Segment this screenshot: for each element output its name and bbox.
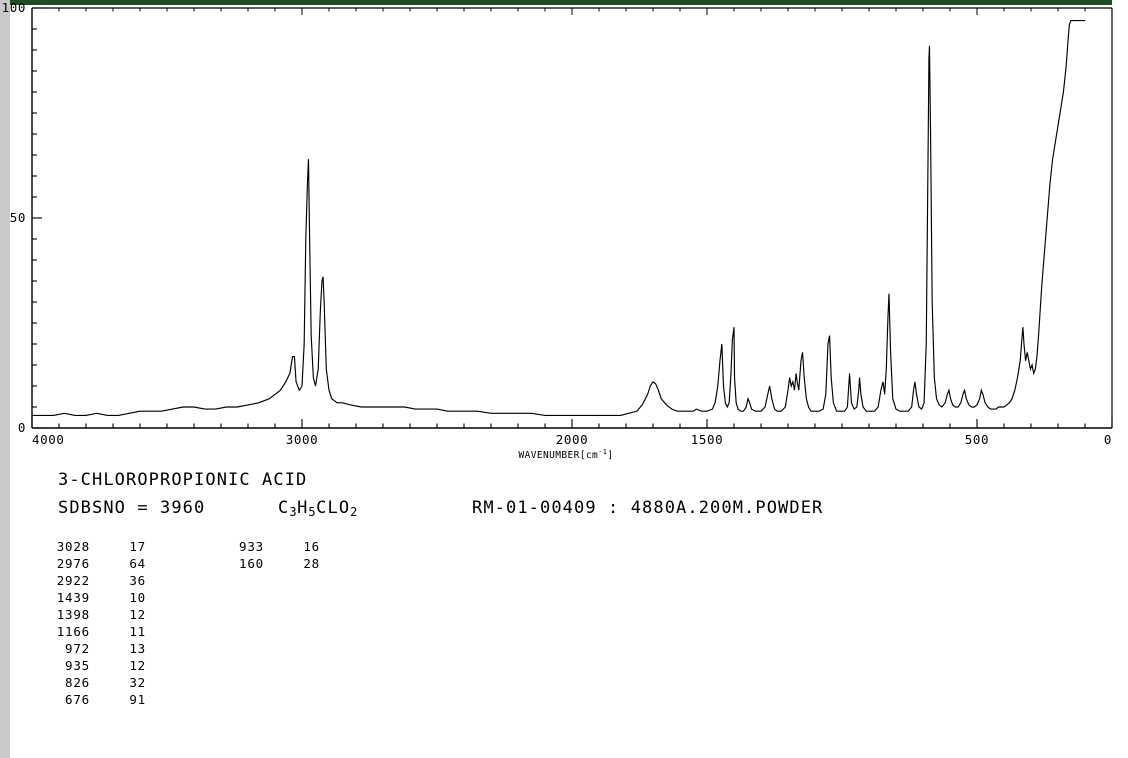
spectrum-svg: 4000 3000 2000 1500 500 0 0 50 100 WAVENUMBER[cm… xyxy=(2,0,1113,461)
peak-wavenumber: 1398 xyxy=(56,607,90,622)
spectrum-trace xyxy=(32,20,1085,416)
peak-intensity: 36 xyxy=(129,573,146,588)
tick-marks xyxy=(31,7,1113,429)
peak-intensity: 17 xyxy=(129,539,146,554)
axis-label-bracket-open: [ xyxy=(580,450,586,461)
peak-intensity: 28 xyxy=(303,556,320,571)
peak-table-column-2: 933 16 160 28 xyxy=(218,539,320,574)
peak-wavenumber: 826 xyxy=(65,675,90,690)
peak-row: 676 91 xyxy=(44,692,146,710)
x-tick-label: 3000 xyxy=(286,432,319,447)
peak-wavenumber: 3028 xyxy=(56,539,90,554)
spectrum-plot: 4000 3000 2000 1500 500 0 0 50 100 WAVENUMBER[cm… xyxy=(2,0,1113,461)
formula-subscript-2: 2 xyxy=(350,505,358,519)
sdbs-number: SDBSNO = 3960 xyxy=(58,498,206,518)
peak-wavenumber: 933 xyxy=(239,539,264,554)
peak-wavenumber: 972 xyxy=(65,641,90,656)
peak-row: 826 32 xyxy=(44,675,146,693)
peak-row: 160 28 xyxy=(218,556,320,574)
peak-row: 1166 11 xyxy=(44,624,146,642)
peak-intensity: 12 xyxy=(129,658,146,673)
peak-row: 972 13 xyxy=(44,641,146,659)
peak-table-column-1: 3028 17 2976 64 2922 36 1439 10 1398 12 1166 11 972 1… xyxy=(44,539,146,710)
x-axis-label: WAVENUMBER[cm-1] xyxy=(519,448,614,461)
y-tick-label: 100 xyxy=(2,0,26,15)
axis-label-cm: cm xyxy=(586,450,598,461)
metadata-block: 3-CHLOROPROPIONIC ACID SDBSNO = 3960 C3H… xyxy=(0,462,1128,758)
peak-wavenumber: 935 xyxy=(65,658,90,673)
peak-wavenumber: 1166 xyxy=(56,624,90,639)
peak-wavenumber: 2976 xyxy=(56,556,90,571)
x-tick-label: 1500 xyxy=(691,432,724,447)
peak-intensity: 13 xyxy=(129,641,146,656)
peak-intensity: 64 xyxy=(129,556,146,571)
axis-label-exponent: -1 xyxy=(598,448,607,456)
peak-row: 3028 17 xyxy=(44,539,146,557)
y-tick-label: 0 xyxy=(18,420,26,435)
peak-wavenumber: 676 xyxy=(65,692,90,707)
formula-subscript-3: 3 xyxy=(289,505,298,519)
compound-title: 3-CHLOROPROPIONIC ACID xyxy=(58,470,308,490)
x-tick-label: 2000 xyxy=(556,432,589,447)
left-margin-strip xyxy=(0,0,10,758)
peak-wavenumber: 1439 xyxy=(56,590,90,605)
peak-intensity: 12 xyxy=(129,607,146,622)
axis-label-text: WAVENUMBER[cm-1] xyxy=(519,448,614,461)
peak-intensity: 11 xyxy=(129,624,146,639)
molecular-formula: C3H5CLO2 xyxy=(278,498,358,519)
axis-label-name: WAVENUMBER xyxy=(519,450,580,461)
peak-intensity: 32 xyxy=(129,675,146,690)
peak-row: 1398 12 xyxy=(44,607,146,625)
peak-intensity: 91 xyxy=(129,692,146,707)
peak-row: 2976 64 xyxy=(44,556,146,574)
peak-wavenumber: 160 xyxy=(239,556,264,571)
axes xyxy=(31,7,1113,429)
peak-intensity: 10 xyxy=(129,590,146,605)
peak-row: 933 16 xyxy=(218,539,320,557)
axis-label-bracket-close: ] xyxy=(607,450,613,461)
formula-clo: CLO xyxy=(316,498,351,518)
peak-wavenumber: 2922 xyxy=(56,573,90,588)
peak-intensity: 16 xyxy=(303,539,320,554)
peak-row: 2922 36 xyxy=(44,573,146,591)
formula-subscript-5: 5 xyxy=(308,505,317,519)
tick-labels: 4000 3000 2000 1500 500 0 0 50 100 xyxy=(2,0,1112,447)
top-accent-bar xyxy=(10,0,1112,5)
x-tick-label: 500 xyxy=(965,432,989,447)
formula-h: H xyxy=(297,498,309,518)
peak-row: 1439 10 xyxy=(44,590,146,608)
x-tick-label: 4000 xyxy=(32,432,65,447)
y-tick-label: 50 xyxy=(10,210,26,225)
formula-c: C xyxy=(278,498,290,518)
peak-row: 935 12 xyxy=(44,658,146,676)
x-tick-label: 0 xyxy=(1104,432,1112,447)
sample-description: RM-01-00409 : 4880A.200M.POWDER xyxy=(472,498,824,518)
